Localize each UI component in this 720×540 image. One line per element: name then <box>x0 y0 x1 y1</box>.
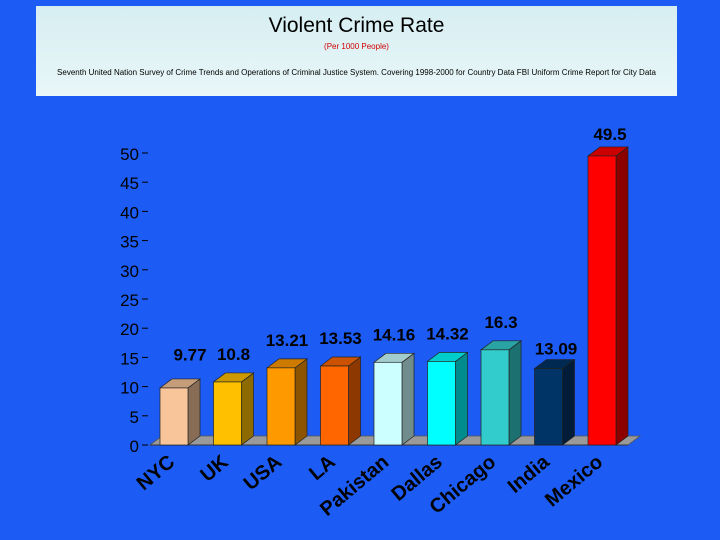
y-tick-label: 30 <box>120 262 139 281</box>
chart-subtitle: (Per 1000 People) <box>324 42 389 51</box>
y-tick-label: 10 <box>120 379 139 398</box>
bar-front <box>320 365 349 446</box>
bar-front <box>587 155 617 446</box>
y-tick-label: 40 <box>120 203 139 222</box>
bar-side <box>562 358 575 446</box>
y-tick-label: 50 <box>120 145 139 164</box>
y-axis-tick-labels: 0 5 10 15 20 25 30 35 40 45 50 <box>120 145 148 456</box>
y-tick-label: 35 <box>120 233 139 252</box>
bar-side <box>615 146 629 446</box>
chart-header: Violent Crime Rate (Per 1000 People) Sev… <box>36 6 677 96</box>
bar-front <box>266 367 296 446</box>
y-tick-label: 5 <box>130 408 139 427</box>
bar-mexico <box>586 146 630 446</box>
bar-la <box>319 356 362 446</box>
bar-pakistan <box>372 352 416 446</box>
value-label: 16.3 <box>484 313 517 332</box>
bar-uk <box>212 372 255 446</box>
bar-chicago <box>479 340 523 446</box>
value-labels: 9.77 10.8 13.21 13.53 14.16 14.32 16.3 13.09 49.… <box>173 125 626 364</box>
bar-side <box>401 352 415 446</box>
chart-title: Violent Crime Rate <box>268 14 445 37</box>
x-tick-label: UK <box>196 451 233 487</box>
bar-side <box>294 358 308 446</box>
value-label: 13.21 <box>266 331 309 350</box>
bar-front <box>373 361 403 446</box>
value-label: 10.8 <box>217 345 250 364</box>
bar-front <box>534 368 563 446</box>
value-label: 9.77 <box>173 345 206 364</box>
y-tick-label: 15 <box>120 349 139 368</box>
bar-side <box>187 378 201 446</box>
x-tick-label: USA <box>240 451 286 495</box>
y-tick-label: 45 <box>120 174 139 193</box>
bar-front <box>427 361 456 446</box>
y-tick-label: 0 <box>130 437 139 456</box>
chart-source-note: Seventh United Nation Survey of Crime Tr… <box>57 68 656 77</box>
bar-dallas <box>426 351 469 446</box>
bar-front <box>480 349 510 446</box>
bar-side <box>508 340 522 446</box>
y-tick-label: 20 <box>120 320 139 339</box>
bar-front <box>213 381 242 446</box>
bar-side <box>348 356 361 446</box>
x-tick-label: Mexico <box>541 451 607 511</box>
value-label: 14.32 <box>426 324 469 343</box>
value-label: 49.5 <box>593 125 626 144</box>
y-tick-label: 25 <box>120 291 139 310</box>
bar-india <box>533 358 576 446</box>
x-tick-label: NYC <box>133 451 179 495</box>
bars <box>158 146 630 446</box>
bar-nyc <box>158 378 202 446</box>
bar-usa <box>265 358 309 446</box>
bar-front <box>159 387 189 446</box>
bar-side <box>241 372 254 446</box>
bar-side <box>455 351 468 446</box>
value-label: 13.09 <box>535 340 578 359</box>
x-tick-label: LA <box>305 451 340 485</box>
value-label: 14.16 <box>373 325 416 344</box>
value-label: 13.53 <box>319 329 362 348</box>
